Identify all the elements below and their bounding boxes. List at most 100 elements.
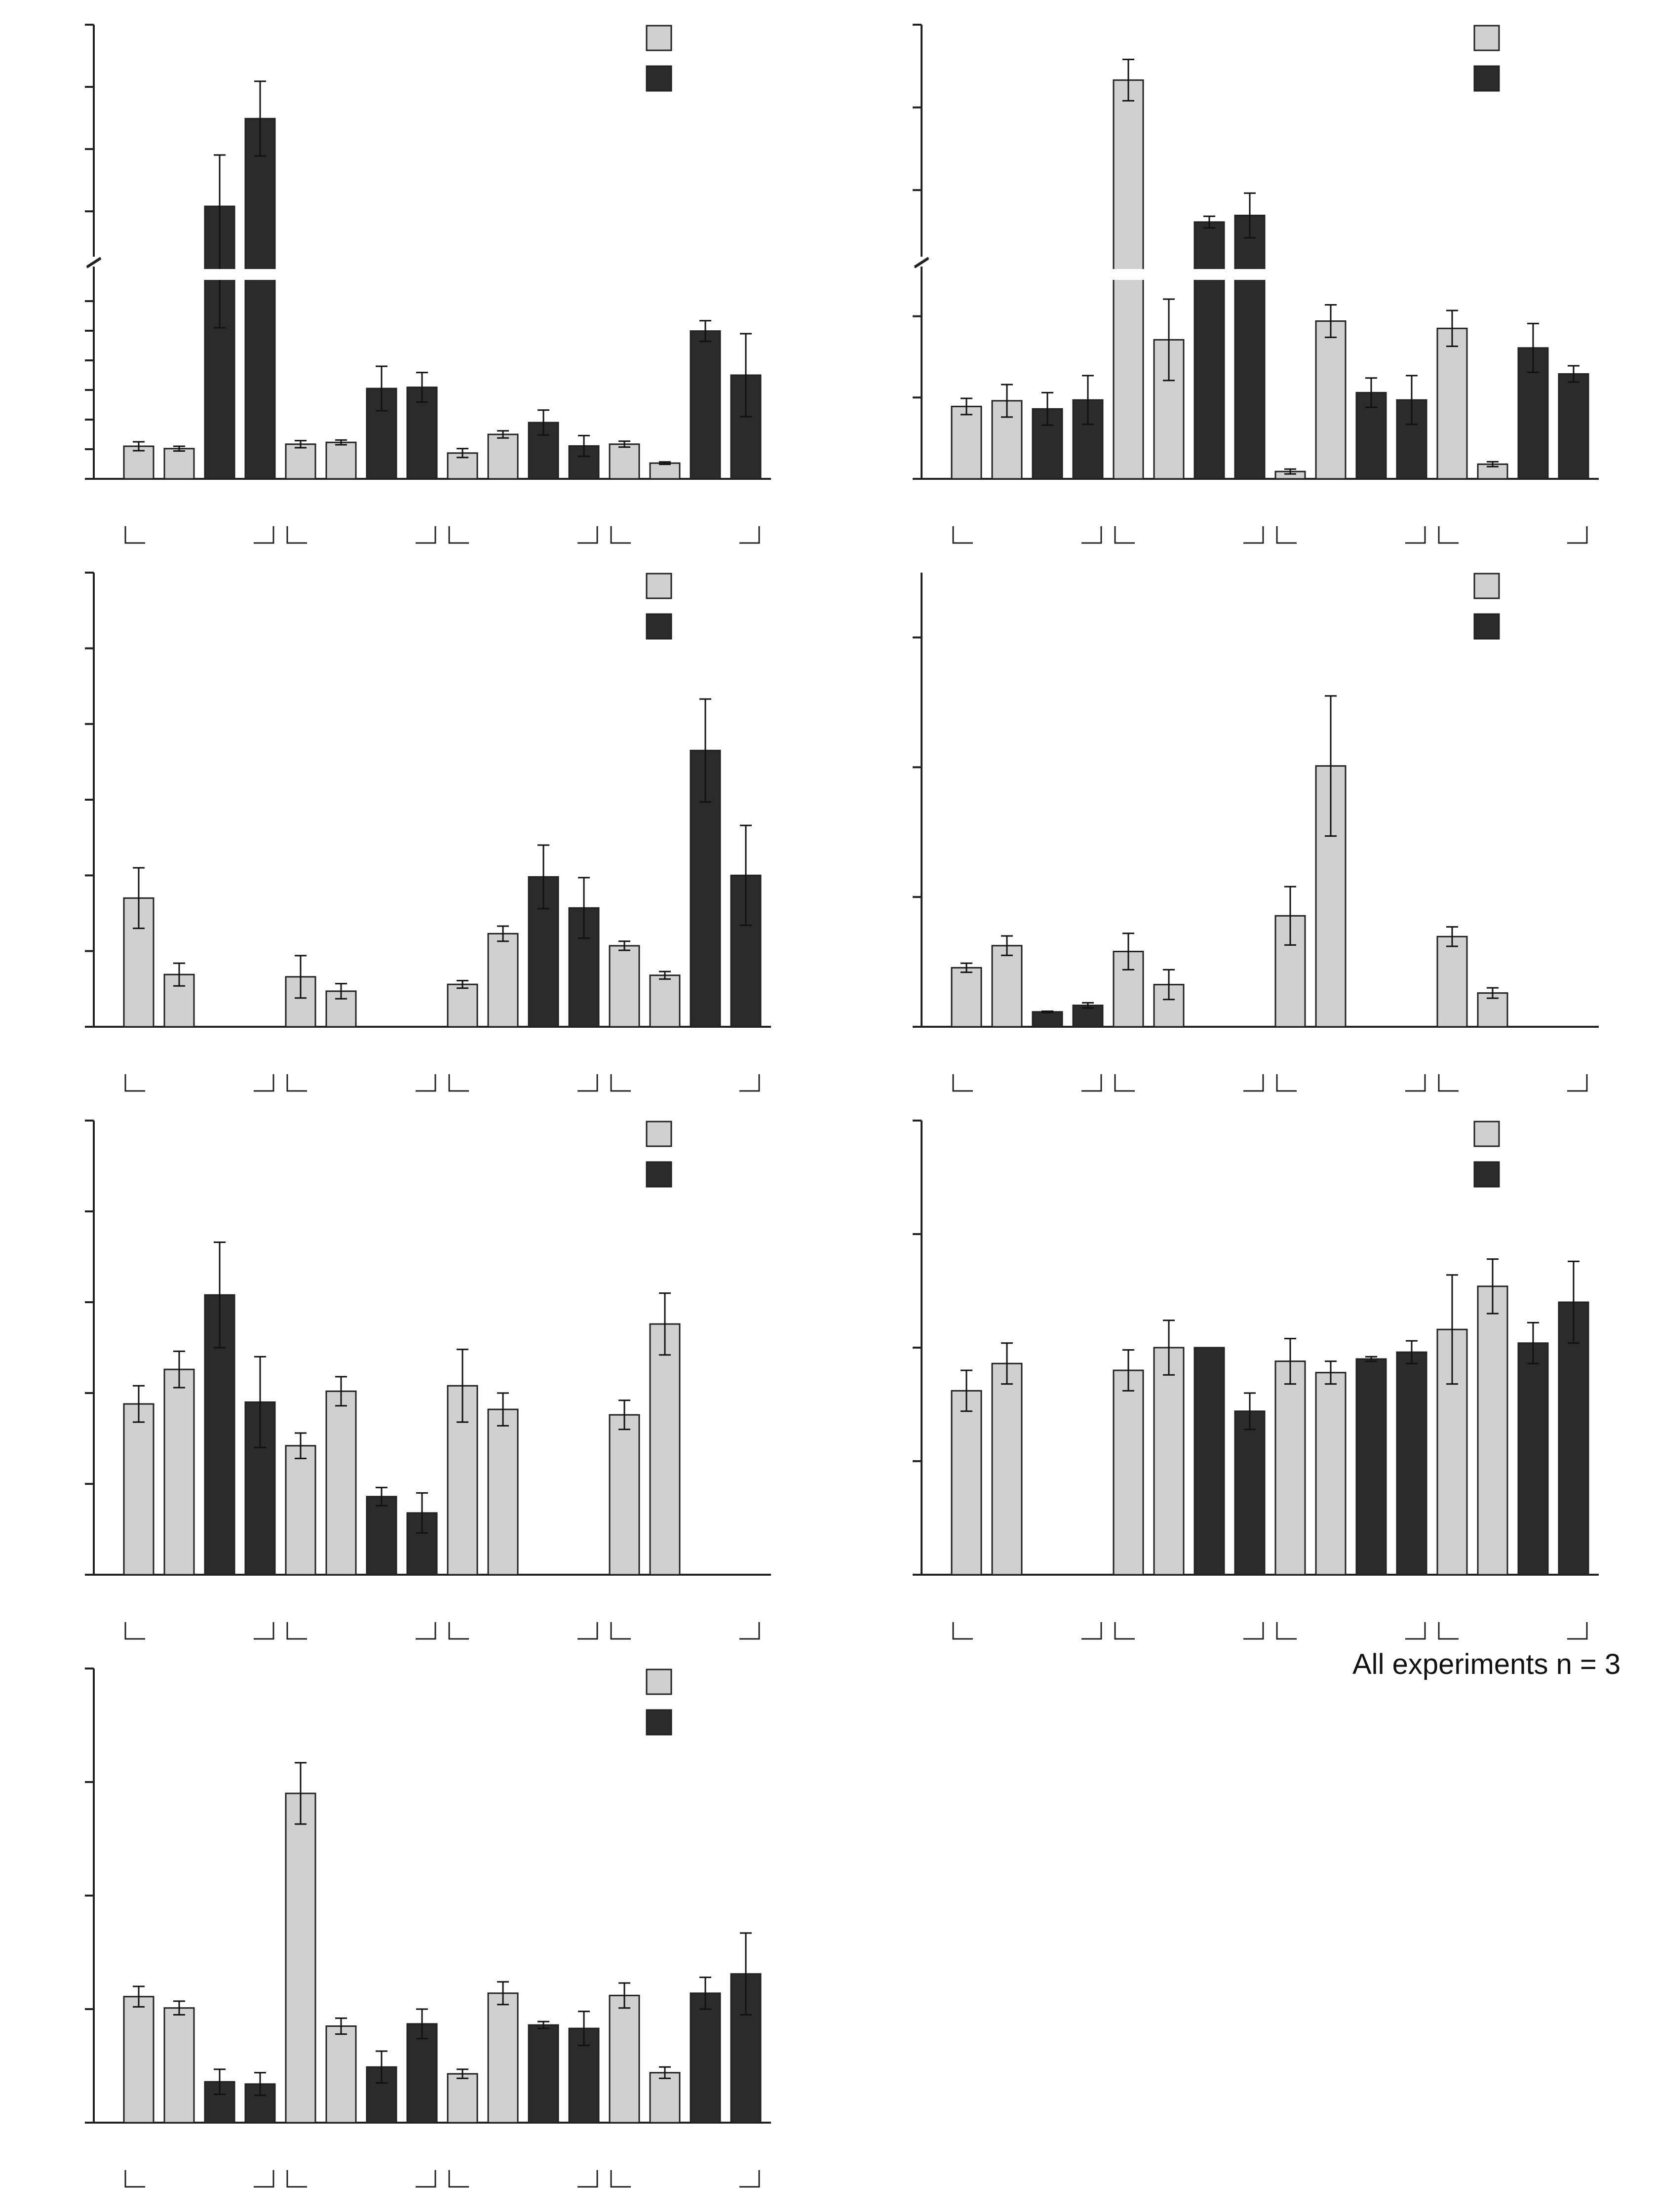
egfr-chart	[85, 24, 771, 544]
group-bracket-right	[254, 526, 274, 544]
group-bracket-right	[739, 526, 760, 544]
legend-swatch-mrna	[1473, 1121, 1500, 1147]
bar	[649, 2072, 681, 2124]
legend-swatch-protein	[1473, 613, 1500, 640]
bar	[325, 1390, 357, 1576]
legend-swatch-protein	[1473, 65, 1500, 92]
group-bracket-left	[610, 2170, 631, 2188]
group-bracket-left	[1276, 1622, 1297, 1640]
group-bracket-right	[578, 2170, 598, 2188]
bar	[285, 1792, 316, 2124]
group-bracket-right	[1243, 1074, 1264, 1092]
bar	[609, 1414, 640, 1576]
group-bracket-right	[1243, 526, 1264, 544]
bar	[1355, 1358, 1387, 1576]
bar	[1153, 1347, 1185, 1576]
legend-swatch-mrna	[646, 1669, 672, 1695]
group-bracket-left	[286, 1622, 307, 1640]
group-bracket-right	[254, 1074, 274, 1092]
group-bracket-right	[739, 1622, 760, 1640]
group-bracket-left	[610, 526, 631, 544]
bar	[1194, 221, 1225, 480]
axis-break-mark	[86, 257, 102, 269]
break-gap	[924, 269, 1582, 280]
group-bracket-left	[448, 2170, 469, 2188]
group-bracket-left	[1438, 526, 1459, 544]
bar	[568, 2027, 600, 2124]
pdl1-chart	[85, 572, 771, 1092]
axis-break-mark	[914, 257, 929, 269]
group-bracket-right	[578, 1622, 598, 1640]
erbb2-chart	[913, 24, 1599, 544]
group-bracket-right	[1243, 1622, 1264, 1640]
bar	[1436, 327, 1468, 480]
legend-swatch-mrna	[646, 25, 672, 51]
group-bracket-left	[1438, 1622, 1459, 1640]
bar	[366, 1496, 397, 1576]
group-bracket-right	[416, 526, 436, 544]
footnote: All experiments n = 3	[1352, 1648, 1621, 1680]
group-bracket-right	[254, 2170, 274, 2188]
bar	[123, 1996, 154, 2124]
legend-swatch-protein	[646, 613, 672, 640]
bar	[991, 400, 1023, 480]
group-bracket-right	[578, 526, 598, 544]
group-bracket-left	[952, 1074, 973, 1092]
bar	[951, 405, 982, 480]
legend-swatch-protein	[646, 1161, 672, 1188]
bar	[951, 967, 982, 1028]
bar	[1315, 320, 1347, 480]
vimentin-chart	[913, 1120, 1599, 1640]
bar	[528, 2024, 559, 2124]
bar	[1032, 1011, 1063, 1028]
bar	[487, 932, 519, 1028]
bar	[609, 945, 640, 1028]
bar	[487, 433, 519, 480]
group-bracket-right	[416, 1622, 436, 1640]
bar	[1234, 214, 1266, 480]
group-bracket-right	[739, 2170, 760, 2188]
bar	[447, 983, 478, 1028]
group-bracket-left	[286, 526, 307, 544]
bar	[447, 2073, 478, 2124]
bar	[609, 1994, 640, 2124]
bar	[690, 1992, 721, 2124]
group-bracket-left	[124, 1074, 145, 1092]
group-bracket-left	[1114, 1074, 1135, 1092]
bar	[1113, 1369, 1144, 1576]
bar	[1315, 1372, 1347, 1576]
group-bracket-right	[416, 2170, 436, 2188]
epcam-chart	[85, 1120, 771, 1640]
bar	[163, 448, 195, 480]
legend-swatch-mrna	[1473, 25, 1500, 51]
group-bracket-right	[416, 1074, 436, 1092]
bar	[1558, 1301, 1589, 1576]
bar	[649, 1323, 681, 1576]
bar	[1072, 1005, 1104, 1028]
bar	[1558, 373, 1589, 480]
group-bracket-left	[286, 2170, 307, 2188]
legend-swatch-mrna	[646, 1121, 672, 1147]
bar	[1477, 1285, 1508, 1576]
group-bracket-left	[1276, 526, 1297, 544]
group-bracket-right	[1405, 1074, 1426, 1092]
bar	[1396, 1351, 1427, 1576]
bar	[163, 2007, 195, 2124]
group-bracket-right	[1405, 526, 1426, 544]
bar	[325, 441, 357, 480]
er-alpha-chart	[913, 573, 1599, 1092]
bar	[406, 2023, 438, 2124]
bar	[991, 1362, 1023, 1576]
bar	[285, 443, 316, 480]
group-bracket-left	[448, 526, 469, 544]
group-bracket-left	[286, 1074, 307, 1092]
group-bracket-right	[1405, 1622, 1426, 1640]
bar	[163, 1368, 195, 1576]
bar	[285, 1445, 316, 1576]
group-bracket-right	[254, 1622, 274, 1640]
group-bracket-right	[739, 1074, 760, 1092]
group-bracket-right	[1081, 1074, 1102, 1092]
bar	[325, 2025, 357, 2124]
group-bracket-left	[952, 526, 973, 544]
group-bracket-left	[1276, 1074, 1297, 1092]
